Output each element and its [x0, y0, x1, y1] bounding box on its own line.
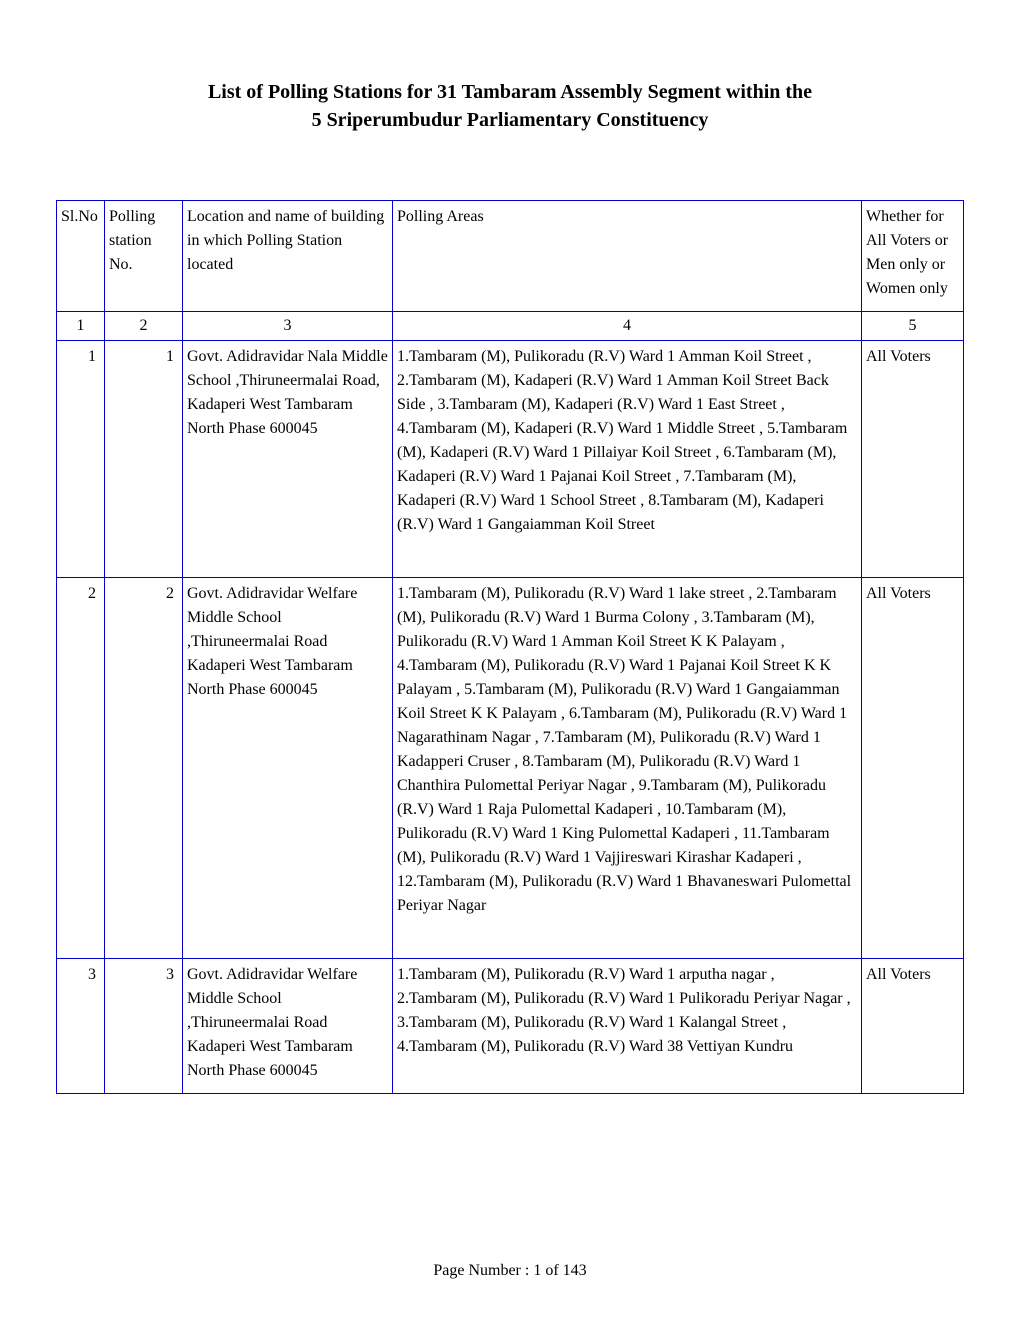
- col-header-station-no: Polling station No.: [105, 201, 183, 312]
- col-header-areas: Polling Areas: [393, 201, 862, 312]
- table-row: 3 3 Govt. Adidravidar Welfare Middle Sch…: [57, 959, 964, 1094]
- cell-station-no: 3: [105, 959, 183, 1094]
- polling-stations-table: Sl.No Polling station No. Location and n…: [56, 200, 964, 1094]
- col-header-slno: Sl.No: [57, 201, 105, 312]
- colnum-5: 5: [862, 312, 964, 341]
- cell-slno: 3: [57, 959, 105, 1094]
- table-row: 1 1 Govt. Adidravidar Nala Middle School…: [57, 341, 964, 578]
- cell-location: Govt. Adidravidar Welfare Middle School …: [183, 959, 393, 1094]
- cell-slno: 2: [57, 578, 105, 959]
- colnum-4: 4: [393, 312, 862, 341]
- cell-location: Govt. Adidravidar Nala Middle School ,Th…: [183, 341, 393, 578]
- cell-slno: 1: [57, 341, 105, 578]
- cell-voters: All Voters: [862, 578, 964, 959]
- cell-areas: 1.Tambaram (M), Pulikoradu (R.V) Ward 1 …: [393, 578, 862, 959]
- page-footer: Page Number : 1 of 143: [0, 1262, 1020, 1280]
- title-line-2: 5 Sriperumbudur Parliamentary Constituen…: [56, 106, 964, 134]
- cell-areas: 1.Tambaram (M), Pulikoradu (R.V) Ward 1 …: [393, 959, 862, 1094]
- cell-voters: All Voters: [862, 959, 964, 1094]
- table-colnum-row: 1 2 3 4 5: [57, 312, 964, 341]
- colnum-1: 1: [57, 312, 105, 341]
- cell-location: Govt. Adidravidar Welfare Middle School …: [183, 578, 393, 959]
- cell-areas: 1.Tambaram (M), Pulikoradu (R.V) Ward 1 …: [393, 341, 862, 578]
- title-line-1: List of Polling Stations for 31 Tambaram…: [56, 78, 964, 106]
- colnum-2: 2: [105, 312, 183, 341]
- table-row: 2 2 Govt. Adidravidar Welfare Middle Sch…: [57, 578, 964, 959]
- col-header-location: Location and name of building in which P…: [183, 201, 393, 312]
- cell-station-no: 2: [105, 578, 183, 959]
- col-header-voters: Whether for All Voters or Men only or Wo…: [862, 201, 964, 312]
- document-title: List of Polling Stations for 31 Tambaram…: [56, 78, 964, 134]
- cell-voters: All Voters: [862, 341, 964, 578]
- cell-station-no: 1: [105, 341, 183, 578]
- colnum-3: 3: [183, 312, 393, 341]
- table-header-row: Sl.No Polling station No. Location and n…: [57, 201, 964, 312]
